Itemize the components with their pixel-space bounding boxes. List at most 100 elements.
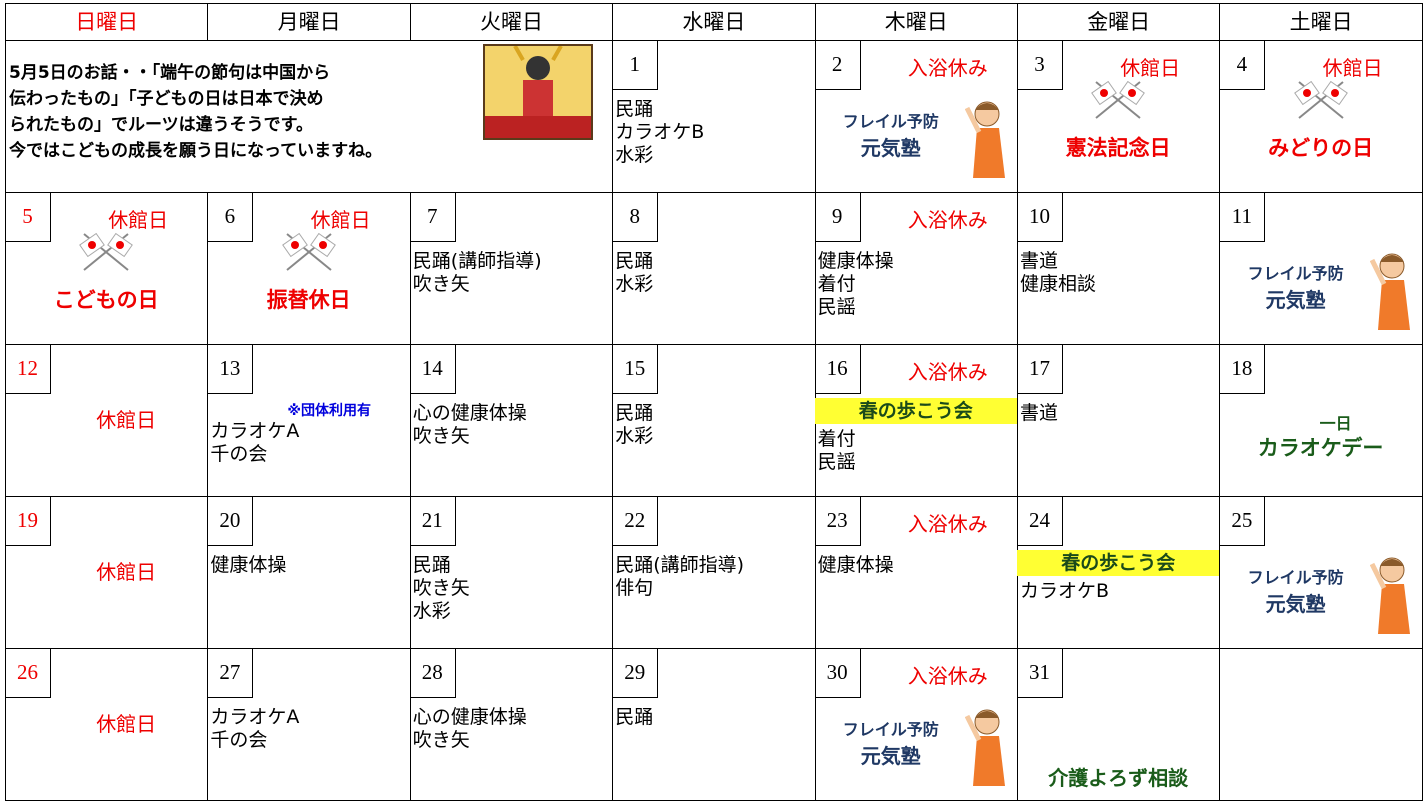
intro-line: 5月5日のお話・・「端午の節句は中国から [9,63,331,83]
status-tag: 休館日 [310,208,371,232]
person-svg [1369,557,1410,634]
status-tag: 休館日 [1120,56,1181,80]
flags-icon [1088,80,1148,120]
activity: 健康体操 [210,554,287,576]
kabuto-svg [485,45,591,138]
activity: 民踊 [615,250,654,272]
day-number: 1 [612,40,659,90]
activity: カラオケB [1020,580,1110,602]
activity: 吹き矢 [412,425,470,447]
day-number: 20 [207,496,254,546]
activity: カラオケB [615,121,705,143]
activity: 心の健康体操 [412,402,527,424]
day-number: 14 [409,344,456,394]
activity: 民謡 [817,451,856,473]
intro-line: 伝わったもの」「子どもの日は日本で決め [9,89,324,109]
activity: カラオケA [210,420,300,442]
activity: 俳句 [615,577,654,599]
status-tag: 休館日 [1322,56,1383,80]
closed-label: 休館日 [96,712,157,736]
frail-line: 元気塾 [860,744,921,768]
day-number: 23 [814,496,861,546]
holiday-name: みどりの日 [1268,136,1374,160]
activity: 民踊 [615,402,654,424]
day-number: 10 [1017,192,1063,242]
day-number: 12 [5,344,51,394]
day-number: 26 [5,648,51,698]
frail-line: 元気塾 [1265,592,1326,616]
activity: 水彩 [615,144,654,166]
day-number: 9 [814,192,861,242]
flags-svg [79,232,134,271]
karaoke-line: 一日 [1319,414,1352,433]
person-svg [964,101,1005,178]
frail-line: フレイル予防 [842,112,939,131]
day-number: 29 [612,648,659,698]
day-cell [1219,648,1423,801]
day-number: 7 [409,192,456,242]
status-tag: 入浴休み [907,208,988,232]
day-number: 18 [1219,344,1266,394]
day-number: 6 [207,192,254,242]
frail-line: フレイル予防 [1247,264,1344,283]
activity: 吹き矢 [412,729,470,751]
day-number: 2 [814,40,861,90]
note: ※団体利用有 [287,403,372,419]
day-number: 24 [1017,496,1063,546]
activity: 吹き矢 [412,273,470,295]
day-number: 16 [814,344,861,394]
status-tag: 入浴休み [907,512,988,536]
flags-icon [76,232,136,272]
activity: 民踊 [615,98,654,120]
day-number: 27 [207,648,254,698]
karaoke-line: カラオケデー [1257,436,1384,460]
holiday-name: 振替休日 [266,288,351,312]
weekday-header: 木曜日 [814,3,1018,41]
activity: 千の会 [210,443,268,465]
kabuto-icon [483,44,593,140]
person-icon [964,98,1011,180]
status-tag: 入浴休み [907,360,988,384]
event-highlight: 春の歩こう会 [1017,550,1220,576]
activity: 水彩 [615,425,654,447]
frail-line: 元気塾 [1265,288,1326,312]
status-tag: 休館日 [108,208,169,232]
activity: 書道 [1020,402,1059,424]
weekday-header: 土曜日 [1219,3,1423,41]
holiday-name: こどもの日 [53,288,159,312]
activity: 民謡 [817,296,856,318]
frail-line: フレイル予防 [842,720,939,739]
flags-svg [1293,80,1348,119]
frail-line: フレイル予防 [1247,568,1344,587]
day-number: 19 [5,496,51,546]
holiday-name: 憲法記念日 [1065,136,1171,160]
day-number: 3 [1017,40,1063,90]
closed-label: 休館日 [96,560,157,584]
day-number: 15 [612,344,659,394]
day-number: 22 [612,496,659,546]
person-icon [1369,250,1416,332]
day-number: 5 [5,192,51,242]
event-highlight: 春の歩こう会 [814,398,1017,424]
activity: 書道 [1020,250,1059,272]
activity: 着付 [817,273,856,295]
activity: 心の健康体操 [412,706,527,728]
status-tag: 入浴休み [907,56,988,80]
weekday-header: 日曜日 [5,3,209,41]
day-number: 13 [207,344,254,394]
person-svg [1369,253,1410,330]
weekday-header: 火曜日 [409,3,614,41]
activity: 健康体操 [817,250,894,272]
consult-label: 介護よろず相談 [1048,766,1189,790]
activity: 水彩 [615,273,654,295]
day-number: 11 [1219,192,1266,242]
day-number: 17 [1017,344,1063,394]
activity: 水彩 [412,600,451,622]
day-number: 31 [1017,648,1063,698]
status-tag: 入浴休み [907,664,988,688]
day-number: 8 [612,192,659,242]
weekday-header: 水曜日 [612,3,816,41]
person-icon [1369,554,1416,636]
day-number: 30 [814,648,861,698]
